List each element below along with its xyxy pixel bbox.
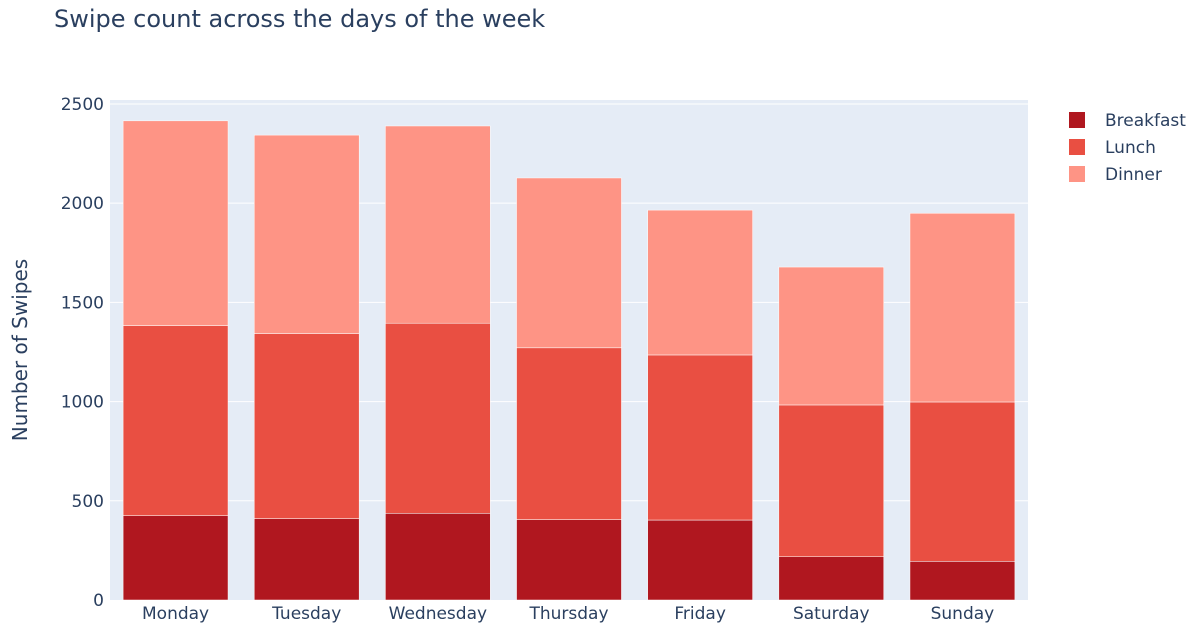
legend-item-dinner[interactable]: Dinner (1069, 165, 1162, 185)
x-tick-label: Monday (142, 604, 209, 624)
bar-lunch-thursday[interactable] (516, 347, 622, 520)
y-tick-label: 2500 (61, 95, 104, 115)
legend-swatch (1069, 166, 1085, 182)
legend-swatch (1069, 112, 1085, 128)
legend[interactable]: Breakfast Lunch Dinner (1069, 111, 1186, 185)
bar-breakfast-friday[interactable] (647, 519, 753, 601)
bar-lunch-sunday[interactable] (909, 401, 1016, 562)
bar-dinner-tuesday[interactable] (254, 134, 360, 334)
x-axis-ticks: Monday Tuesday Wednesday Thursday Friday Satu… (142, 604, 994, 624)
x-tick-label: Sunday (931, 604, 995, 624)
y-tick-label: 500 (72, 492, 104, 512)
bar-dinner-saturday[interactable] (778, 266, 884, 406)
bar-breakfast-saturday[interactable] (778, 556, 884, 601)
bars (122, 120, 1016, 601)
y-axis-ticks: 0 500 1000 1500 2000 2500 (61, 95, 104, 611)
y-tick-label: 0 (93, 591, 104, 611)
x-tick-label: Tuesday (271, 604, 341, 624)
bar-breakfast-thursday[interactable] (516, 519, 622, 601)
bar-lunch-friday[interactable] (647, 354, 753, 521)
bar-dinner-wednesday[interactable] (385, 125, 491, 324)
bar-lunch-saturday[interactable] (778, 404, 884, 557)
x-tick-label: Wednesday (389, 604, 487, 624)
x-tick-label: Friday (674, 604, 726, 624)
legend-label: Breakfast (1105, 111, 1186, 131)
legend-item-lunch[interactable]: Lunch (1069, 138, 1156, 158)
bar-breakfast-monday[interactable] (122, 515, 229, 601)
bar-lunch-tuesday[interactable] (254, 333, 360, 519)
legend-item-breakfast[interactable]: Breakfast (1069, 111, 1186, 131)
bar-dinner-sunday[interactable] (909, 213, 1016, 403)
legend-label: Dinner (1105, 165, 1162, 185)
y-tick-label: 1000 (61, 393, 104, 413)
y-axis-label: Number of Swipes (8, 259, 32, 441)
bar-breakfast-sunday[interactable] (909, 561, 1016, 601)
bar-lunch-monday[interactable] (122, 325, 229, 516)
legend-swatch (1069, 139, 1085, 155)
chart-title: Swipe count across the days of the week (54, 5, 545, 33)
legend-label: Lunch (1105, 138, 1156, 158)
y-tick-label: 2000 (61, 194, 104, 214)
x-tick-label: Thursday (528, 604, 608, 624)
bar-dinner-friday[interactable] (647, 209, 753, 356)
x-tick-label: Saturday (793, 604, 870, 624)
bar-breakfast-wednesday[interactable] (385, 513, 491, 601)
bar-dinner-thursday[interactable] (516, 177, 622, 349)
y-tick-label: 1500 (61, 293, 104, 313)
bar-breakfast-tuesday[interactable] (254, 518, 360, 601)
bar-dinner-monday[interactable] (122, 120, 229, 326)
bar-lunch-wednesday[interactable] (385, 322, 491, 514)
